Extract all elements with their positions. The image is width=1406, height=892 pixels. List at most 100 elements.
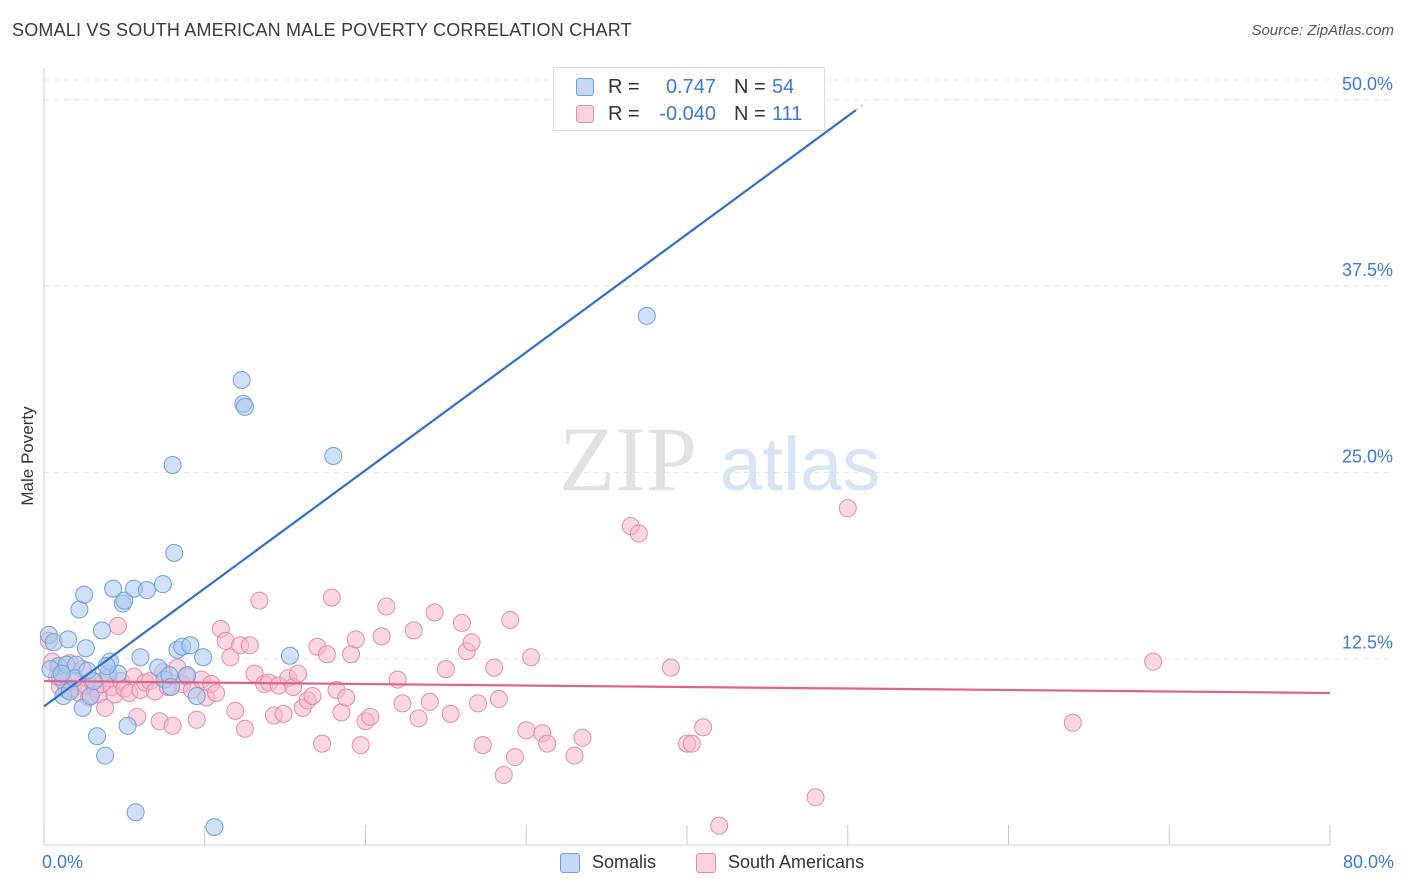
south-americans-point xyxy=(573,728,592,747)
somalis-point xyxy=(126,803,145,822)
zipatlas-watermark: ZIP atlas xyxy=(559,408,880,510)
legend-n-value: 54 xyxy=(772,75,795,98)
south-americans-point xyxy=(317,645,336,664)
watermark-zip: ZIP xyxy=(559,408,697,510)
south-americans-point xyxy=(485,658,504,677)
south-americans-trend-line xyxy=(43,679,1331,695)
south-americans-point xyxy=(452,613,471,632)
somalis-point xyxy=(137,581,156,600)
south-americans-point xyxy=(473,736,492,755)
somalis-trend-extension xyxy=(855,102,866,111)
south-americans-point xyxy=(1144,652,1163,671)
somalis-point xyxy=(78,661,97,680)
y-tick-labels: 12.5% 25.0% 37.5% 50.0% xyxy=(1342,74,1393,653)
south-americans-point xyxy=(226,701,245,720)
somalis-point xyxy=(131,648,150,667)
somalis-swatch xyxy=(576,78,594,96)
south-americans-point xyxy=(404,621,423,640)
south-americans-point xyxy=(288,664,307,683)
south-americans-point xyxy=(489,689,508,708)
south-americans-point xyxy=(274,704,293,723)
somalis-point xyxy=(118,716,137,735)
somalis-point xyxy=(194,648,213,667)
legend-item-somalis[interactable]: Somalis xyxy=(560,852,656,873)
south-americans-points xyxy=(39,499,1163,835)
watermark-atlas: atlas xyxy=(720,422,881,507)
south-americans-point xyxy=(522,648,541,667)
south-americans-point xyxy=(806,788,825,807)
somalis-point xyxy=(104,579,123,598)
south-americans-point xyxy=(462,633,481,652)
somalis-point xyxy=(153,575,172,594)
y-tick-label: 25.0% xyxy=(1342,446,1393,466)
south-americans-point xyxy=(187,710,206,729)
south-americans-point xyxy=(661,658,680,677)
south-americans-point xyxy=(361,707,380,726)
south-americans-point xyxy=(235,719,254,738)
somalis-point xyxy=(181,636,200,655)
somalis-point xyxy=(88,727,107,746)
somalis-point xyxy=(44,633,63,652)
somalis-point xyxy=(70,600,89,619)
grid-lines xyxy=(44,79,1392,660)
somalis-point xyxy=(637,306,656,325)
south-americans-point xyxy=(494,765,513,784)
south-americans-point xyxy=(694,718,713,737)
somalis-points xyxy=(39,306,656,837)
south-americans-point xyxy=(388,670,407,689)
legend-r-label: R = xyxy=(608,75,640,98)
south-americans-legend-label: South Americans xyxy=(728,852,865,872)
legend-r-value: -0.040 xyxy=(659,102,716,125)
legend-n-label: N = xyxy=(734,75,766,98)
south-americans-point xyxy=(501,610,520,629)
legend-n-label: N = xyxy=(734,102,766,125)
somalis-point xyxy=(205,818,224,837)
legend-row-south-americans: R = -0.040 N = 111 xyxy=(576,101,802,127)
somalis-point xyxy=(92,621,111,640)
south-americans-point xyxy=(469,694,488,713)
legend-r-value: 0.747 xyxy=(665,75,716,98)
legend-n-value: 111 xyxy=(772,102,803,125)
south-americans-point xyxy=(337,688,356,707)
somalis-trend-line xyxy=(43,109,857,708)
somalis-legend-label: Somalis xyxy=(592,852,657,872)
legend-item-south-americans[interactable]: South Americans xyxy=(696,852,864,873)
south-americans-point xyxy=(377,597,396,616)
y-axis-label: Male Poverty xyxy=(18,406,37,506)
south-americans-point xyxy=(682,734,701,753)
south-americans-swatch xyxy=(576,105,594,123)
somalis-point xyxy=(324,447,343,466)
south-americans-point xyxy=(240,636,259,655)
south-americans-point xyxy=(409,709,428,728)
somalis-point xyxy=(163,455,182,474)
south-americans-point xyxy=(372,627,391,646)
south-americans-point xyxy=(108,616,127,635)
south-americans-point xyxy=(346,630,365,649)
south-americans-point xyxy=(351,736,370,755)
somalis-point xyxy=(81,686,100,705)
somalis-point xyxy=(178,666,197,685)
somalis-point xyxy=(280,646,299,665)
trend-lines xyxy=(43,102,1331,708)
south-americans-point xyxy=(441,704,460,723)
south-americans-point xyxy=(332,703,351,722)
y-tick-label: 37.5% xyxy=(1342,260,1393,280)
somalis-point xyxy=(52,664,71,683)
somalis-point xyxy=(96,746,115,765)
south-americans-point xyxy=(1063,713,1082,732)
south-americans-point xyxy=(505,748,524,767)
y-tick-label: 12.5% xyxy=(1342,633,1393,653)
somalis-point xyxy=(235,397,254,416)
south-americans-point xyxy=(207,683,226,702)
south-americans-legend-swatch xyxy=(696,852,716,873)
source-label: Source: ZipAtlas.com xyxy=(1251,22,1394,39)
south-americans-point xyxy=(163,716,182,735)
somalis-point xyxy=(75,585,94,604)
legend-r-label: R = xyxy=(608,102,640,125)
south-americans-point xyxy=(710,816,729,835)
south-americans-point xyxy=(425,603,444,622)
south-americans-point xyxy=(420,692,439,711)
somalis-legend-swatch xyxy=(560,852,580,873)
south-americans-point xyxy=(342,645,361,664)
